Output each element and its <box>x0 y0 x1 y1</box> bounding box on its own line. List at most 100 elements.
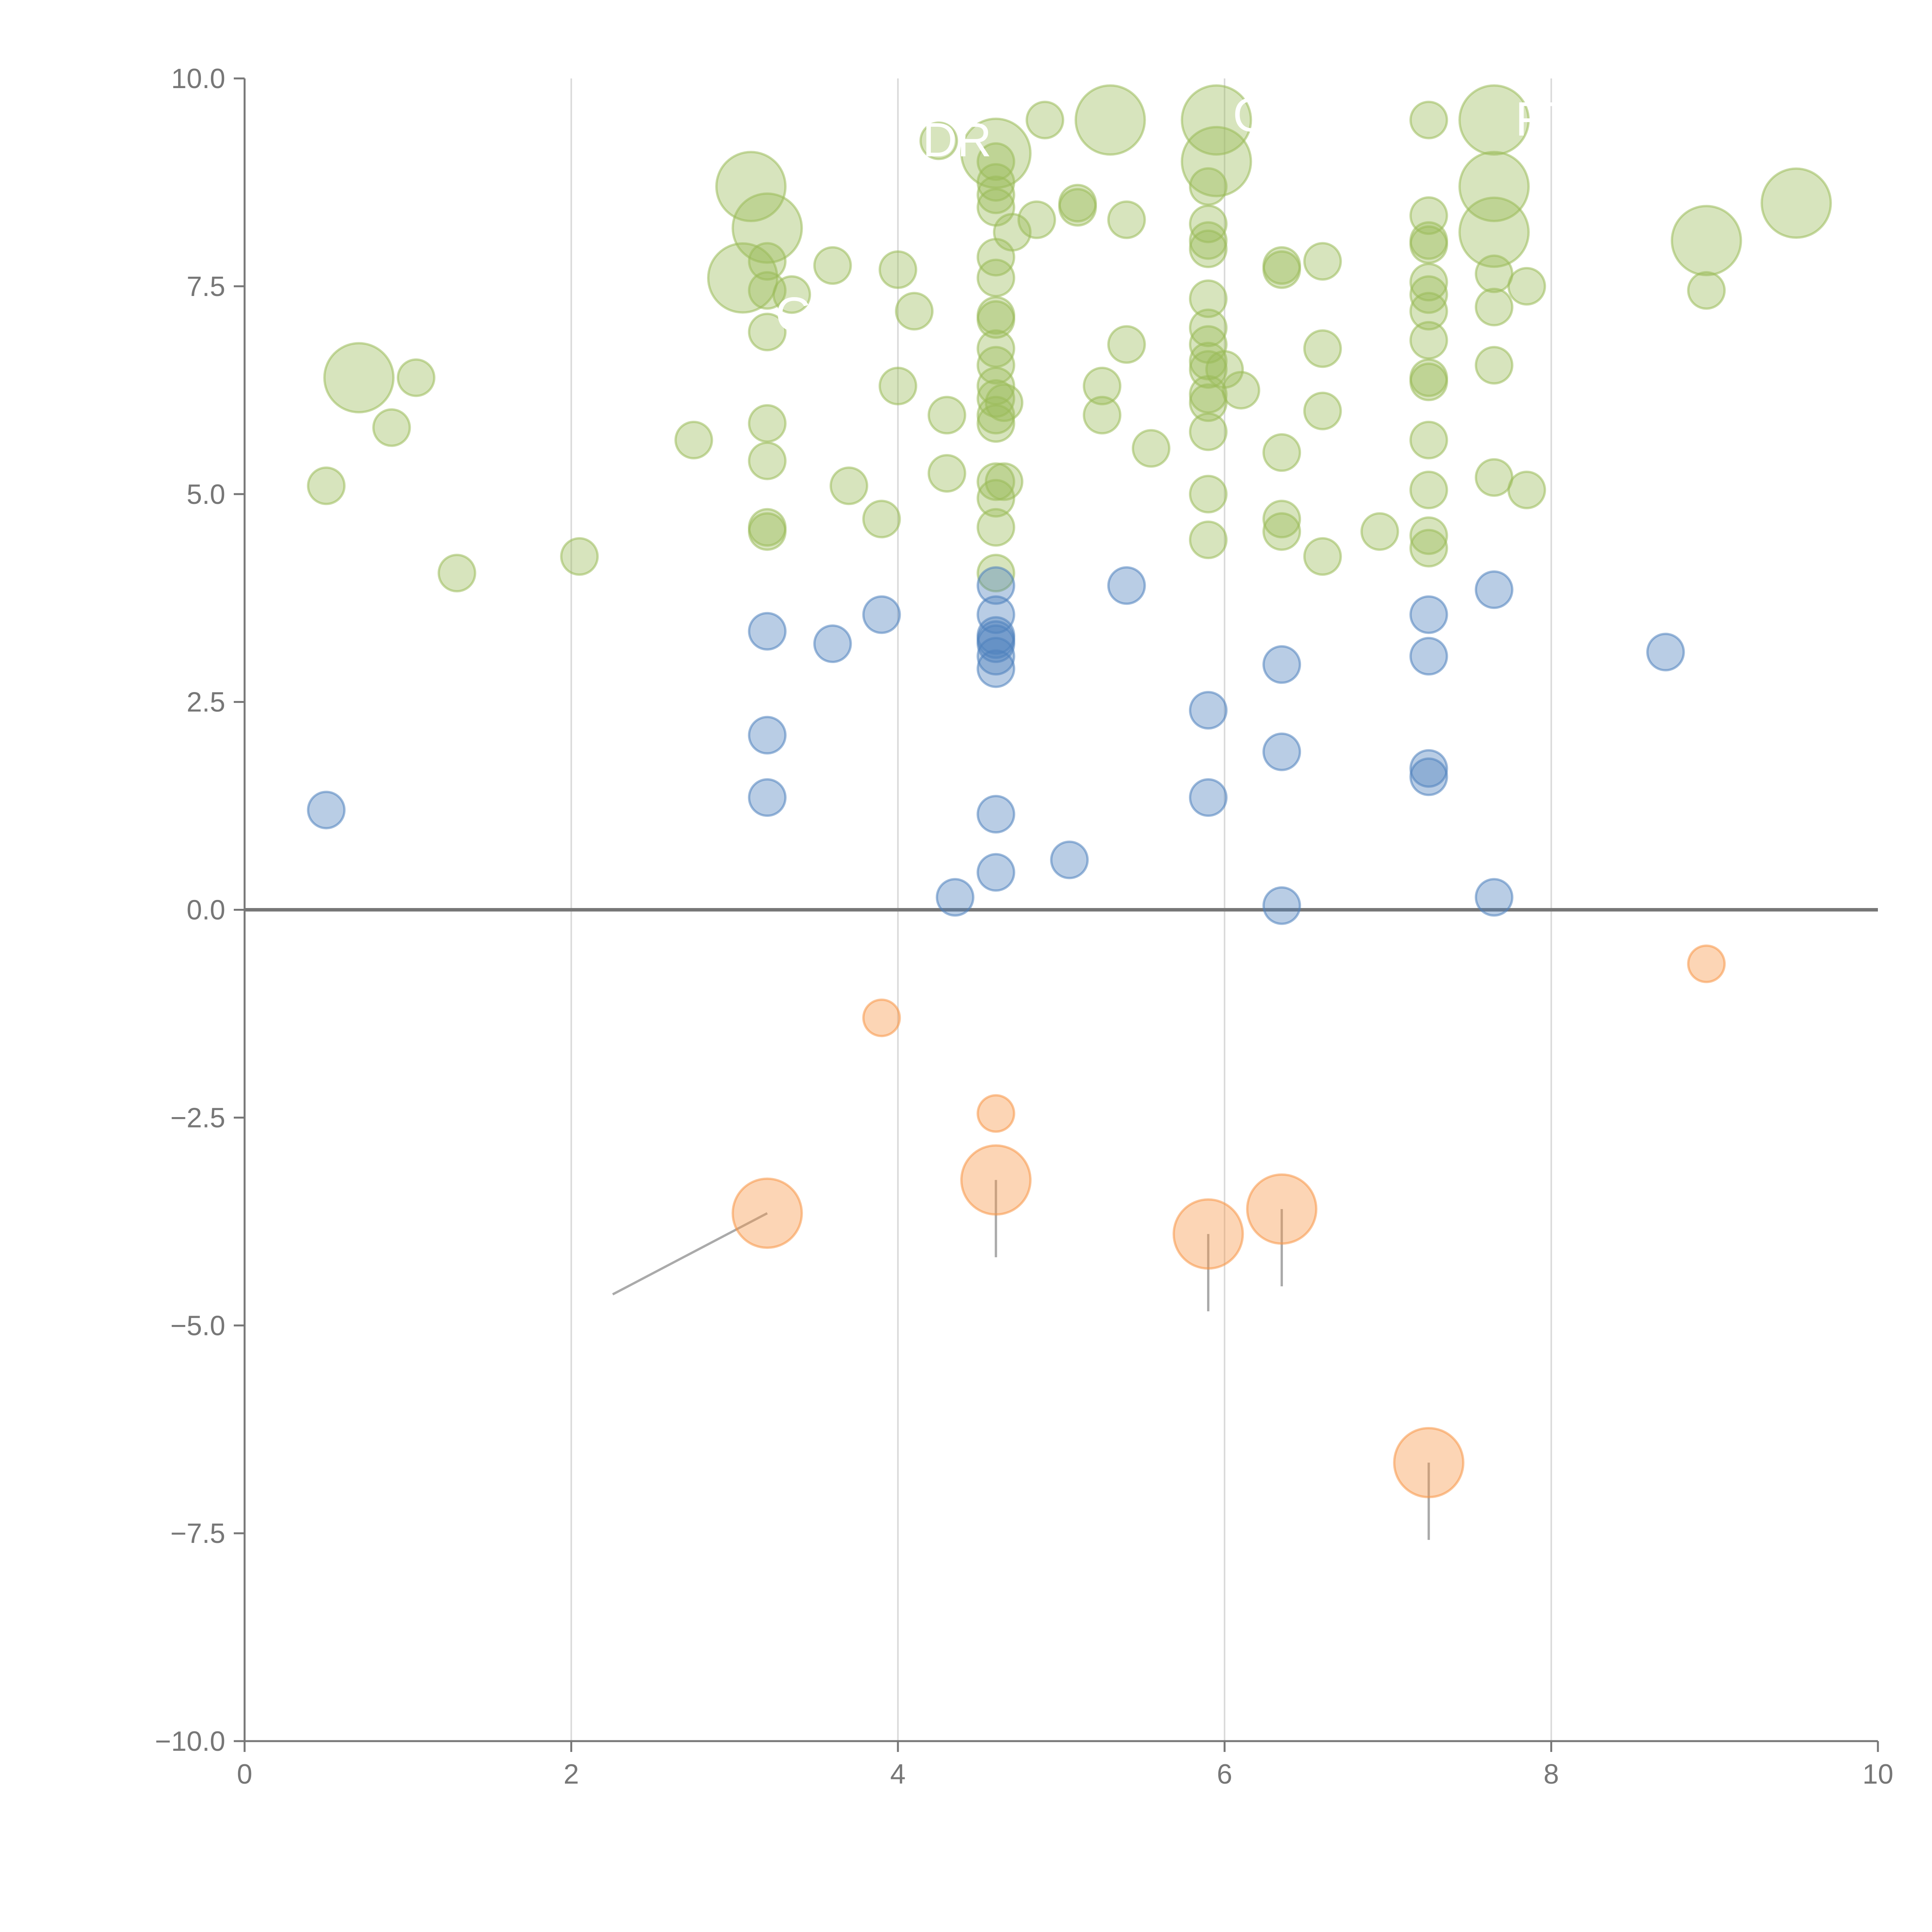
data-point-positive <box>985 383 1024 422</box>
data-point-positive <box>1670 205 1742 276</box>
data-point-negative <box>1172 1198 1244 1270</box>
axes: 10.0 7.5 5.0 2.5 0.0 −2.5 −5.0 −7.5 −10.0 0 2 4 6 8 10 <box>155 63 1893 1790</box>
data-point-positive <box>1058 188 1097 227</box>
data-point-moderate <box>976 649 1015 688</box>
data-point-positive <box>976 404 1015 443</box>
data-point-positive <box>1107 325 1146 364</box>
data-point-positive <box>1475 458 1514 497</box>
data-point-negative <box>960 1144 1032 1216</box>
data-point-moderate <box>748 612 787 651</box>
x-tick-label: 8 <box>1544 1759 1559 1790</box>
data-point-positive <box>1262 250 1301 289</box>
data-point-positive <box>1409 100 1448 139</box>
data-point-moderate <box>1409 749 1448 788</box>
data-point-positive <box>1083 396 1122 435</box>
data-point-positive <box>1189 221 1228 260</box>
point-label: G <box>776 288 813 341</box>
x-tick-label: 4 <box>890 1759 906 1790</box>
point-labels: FT GI DR E G <box>776 88 1574 341</box>
data-point-positive <box>1360 512 1399 551</box>
data-point-positive <box>1409 362 1448 401</box>
data-point-positive <box>1409 292 1448 331</box>
data-point-moderate <box>935 878 975 917</box>
data-point-positive <box>1409 470 1448 509</box>
data-point-moderate <box>1189 778 1228 817</box>
data-point-positive <box>1189 279 1228 318</box>
data-point-positive <box>1409 420 1448 459</box>
data-point-negative <box>1687 944 1726 983</box>
data-point-moderate <box>976 566 1015 605</box>
data-point-positive <box>1507 267 1546 306</box>
x-tick-label: 6 <box>1217 1759 1232 1790</box>
data-point-positive <box>1409 225 1448 264</box>
data-point-positive <box>895 292 934 331</box>
data-point-positive <box>1180 126 1252 197</box>
data-point-positive <box>919 121 958 160</box>
y-tick-label: −10.0 <box>155 1726 225 1757</box>
data-point-positive <box>1409 529 1448 568</box>
data-point-positive <box>878 367 917 406</box>
data-point-positive <box>985 462 1024 501</box>
data-point-positive <box>1189 412 1228 451</box>
data-point-positive <box>1189 520 1228 560</box>
data-point-positive <box>927 454 966 493</box>
data-point-positive <box>1458 84 1530 156</box>
data-point-positive <box>976 346 1015 385</box>
x-tick-label: 0 <box>237 1759 252 1790</box>
data-point-positive <box>396 358 435 397</box>
data-point-moderate <box>813 624 852 663</box>
data-point-positive <box>1262 433 1301 472</box>
data-point-positive <box>748 313 787 352</box>
data-point-positive <box>372 408 411 447</box>
data-point-positive <box>1475 346 1514 385</box>
data-point-positive <box>976 259 1015 298</box>
data-point-positive <box>1409 321 1448 360</box>
data-point-moderate <box>1409 637 1448 676</box>
data-point-positive <box>1303 391 1342 430</box>
data-point-positive <box>1262 512 1301 551</box>
data-point-positive <box>1221 371 1260 410</box>
data-point-positive <box>1189 474 1228 514</box>
x-tick-label: 2 <box>563 1759 579 1790</box>
y-tick-label: −2.5 <box>170 1102 225 1133</box>
data-point-positive <box>1189 308 1228 347</box>
data-point-positive <box>976 300 1015 339</box>
data-point-positive <box>1131 429 1170 468</box>
data-point-positive <box>927 396 966 435</box>
data-point-positive <box>993 213 1032 252</box>
data-point-moderate <box>1050 840 1089 879</box>
data-point-moderate <box>307 791 346 830</box>
data-point-negative <box>1393 1427 1464 1498</box>
data-point-positive <box>1017 200 1056 239</box>
data-point-moderate <box>1409 595 1448 634</box>
data-point-positive <box>1189 167 1228 206</box>
y-tick-label: 2.5 <box>187 687 225 718</box>
y-tick-label: −5.0 <box>170 1310 225 1341</box>
data-point-positive <box>976 508 1015 547</box>
data-point-positive <box>1303 537 1342 576</box>
data-point-positive <box>748 404 787 443</box>
data-point-moderate <box>1262 886 1301 925</box>
data-point-positive <box>1262 500 1301 539</box>
data-point-positive <box>731 192 803 264</box>
data-point-positive <box>976 175 1015 214</box>
data-point-positive <box>1026 100 1065 139</box>
data-point-moderate <box>1262 645 1301 684</box>
data-point-positive <box>772 275 811 314</box>
data-point-negative <box>976 1094 1015 1133</box>
data-point-positive <box>1107 200 1146 239</box>
data-point-positive <box>1180 84 1252 156</box>
y-tick-label: 0.0 <box>187 895 225 926</box>
y-tick-label: 10.0 <box>171 63 225 94</box>
data-point-positive <box>560 537 599 576</box>
data-point-positive <box>976 462 1015 501</box>
data-point-positive <box>1303 329 1342 368</box>
data-point-positive <box>1475 254 1514 293</box>
data-point-positive <box>1075 84 1146 156</box>
y-tick-label: −7.5 <box>170 1518 225 1549</box>
data-point-negative <box>1246 1173 1318 1245</box>
data-point-moderate <box>1646 633 1685 672</box>
data-point-moderate <box>748 778 787 817</box>
